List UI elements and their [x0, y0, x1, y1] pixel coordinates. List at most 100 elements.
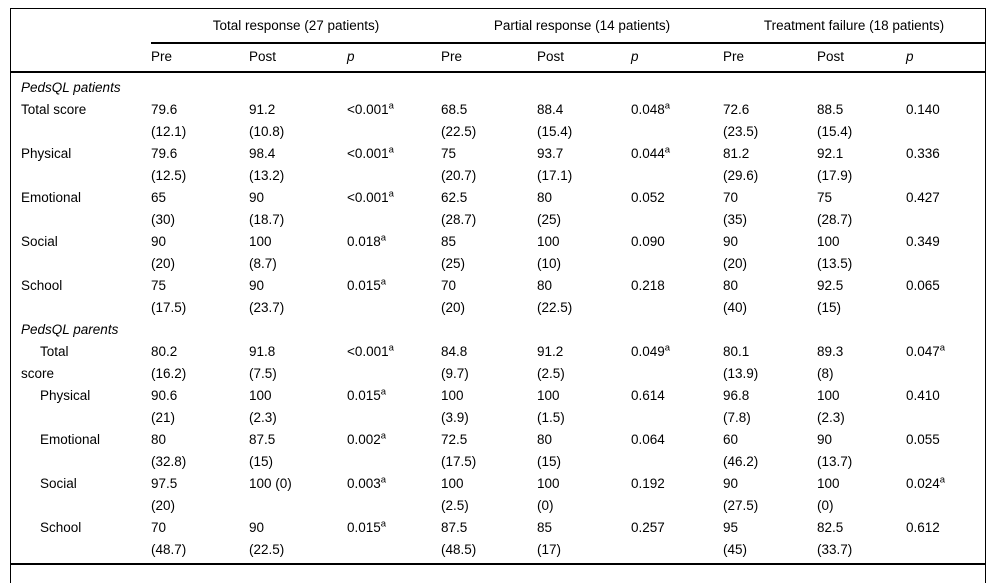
table-cell: 100 (1.5)	[537, 385, 631, 429]
cell-sd: (27.5)	[723, 498, 759, 513]
table-cell: 0.003a	[347, 473, 441, 517]
cell-value: 0.024	[906, 476, 940, 491]
cell-value-line: <0.001a	[347, 187, 441, 209]
cell-value: 90	[817, 432, 833, 447]
cell-value: 87.5	[249, 432, 276, 447]
table-cell: 70 (35)	[723, 187, 817, 231]
table-cell: 82.5 (33.7)	[817, 517, 906, 561]
row-label: School	[21, 278, 63, 293]
table-cell: 0.052	[631, 187, 723, 231]
row-label: Social	[40, 476, 77, 491]
table-cell: 91.8 (7.5)	[249, 341, 347, 385]
table-cell: 98.4 (13.2)	[249, 143, 347, 187]
cell-sd: (22.5)	[249, 542, 285, 557]
table-cell: 90 (13.7)	[817, 429, 906, 473]
table-cell: 0.024a	[906, 473, 985, 517]
cell-value-line: 70	[723, 187, 817, 209]
cell-value: 0.015	[347, 388, 381, 403]
table-cell: 100 (10)	[537, 231, 631, 275]
cell-value: 0.018	[347, 234, 381, 249]
group-header-row: Total response (27 patients) Partial resp…	[11, 9, 985, 44]
cell-value: 98.4	[249, 146, 276, 161]
table-cell: 85 (25)	[441, 231, 537, 275]
cell-sd: (30)	[151, 212, 176, 227]
cell-sd: (15)	[817, 300, 842, 315]
cell-value: 92.1	[817, 146, 844, 161]
cell-sd: (35)	[723, 212, 748, 227]
cell-value: 79.6	[151, 102, 178, 117]
cell-value: 0.614	[631, 388, 665, 403]
cell-value-line: 90	[151, 231, 249, 253]
cell-value-line: <0.001a	[347, 143, 441, 165]
cell-sd: (20.7)	[441, 168, 477, 183]
table-row: Emotional 80 (32.8) 87.5 (15) 0.002a 72.5 (17.5…	[11, 429, 985, 473]
cell-value-line: 0.410	[906, 385, 985, 407]
cell-value-line: 79.6	[151, 99, 249, 121]
col-header-post: Post	[249, 49, 277, 64]
cell-value-line: 85	[441, 231, 537, 253]
cell-value: 0.612	[906, 520, 940, 535]
cell-value: 72.6	[723, 102, 750, 117]
table-row: Total score 79.6 (12.1) 91.2 (10.8) <0.001a 68…	[11, 99, 985, 143]
cell-value: 75	[151, 278, 167, 293]
cell-value: <0.001	[347, 146, 389, 161]
cell-sd: (2.5)	[537, 366, 565, 381]
row-label: Emotional	[21, 190, 82, 205]
cell-value-line: 0.048a	[631, 99, 723, 121]
pedsql-results-table: Total response (27 patients) Partial resp…	[10, 8, 986, 583]
section-title: PedsQL parents	[21, 322, 119, 337]
cell-value-line: 0.003a	[347, 473, 441, 495]
table-cell: 0.336	[906, 143, 985, 187]
cell-value: 90	[151, 234, 167, 249]
cell-value: 0.002	[347, 432, 381, 447]
cell-value: 92.5	[817, 278, 844, 293]
table-cell: 0.055	[906, 429, 985, 473]
cell-value: 90	[249, 520, 265, 535]
table-row: Total score 80.2 (16.2) 91.8 (7.5) <0.001a 84.…	[11, 341, 985, 385]
cell-value: 100	[817, 388, 840, 403]
cell-value: 93.7	[537, 146, 564, 161]
column-header-spacer	[11, 44, 151, 71]
cell-value: <0.001	[347, 102, 389, 117]
cell-value-line: 68.5	[441, 99, 537, 121]
cell-value-line: 90	[249, 275, 347, 297]
cell-value: 80	[151, 432, 167, 447]
cell-value: 0.003	[347, 476, 381, 491]
significance-marker: a	[388, 100, 394, 112]
table-cell: 80.2 (16.2)	[151, 341, 249, 385]
row-label: Total score	[21, 344, 69, 381]
significance-marker: a	[380, 518, 387, 530]
cell-value-line: 92.5	[817, 275, 906, 297]
cell-value: 0.192	[631, 476, 665, 491]
cell-value-line: 0.614	[631, 385, 723, 407]
table-cell: 80 (40)	[723, 275, 817, 319]
cell-value: 96.8	[723, 388, 750, 403]
significance-marker: a	[380, 474, 387, 486]
cell-value-line: 90	[817, 429, 906, 451]
cell-sd: (29.6)	[723, 168, 759, 183]
table-cell: 90 (23.7)	[249, 275, 347, 319]
cell-value: 100	[817, 234, 840, 249]
table-cell: 100 (0)	[249, 473, 347, 517]
table-cell: 0.427	[906, 187, 985, 231]
col-header-p: p	[631, 49, 639, 64]
table-cell: 90 (20)	[723, 231, 817, 275]
cell-value: 80	[537, 432, 553, 447]
cell-sd: (2.5)	[441, 498, 469, 513]
cell-sd: (33.7)	[817, 542, 853, 557]
significance-marker: a	[380, 386, 387, 398]
cell-sd: (16.2)	[151, 366, 187, 381]
table-cell: 0.015a	[347, 517, 441, 561]
cell-value-line: 100	[817, 473, 906, 495]
table-cell: 87.5 (15)	[249, 429, 347, 473]
cell-value-line: 91.2	[537, 341, 631, 363]
cell-value: 80.1	[723, 344, 750, 359]
table-cell: <0.001a	[347, 341, 441, 385]
cell-value: 0.049	[631, 344, 665, 359]
table-cell: 0.410	[906, 385, 985, 429]
cell-sd: (20)	[723, 256, 748, 271]
cell-value: 88.4	[537, 102, 564, 117]
cell-value-line: 0.052	[631, 187, 723, 209]
cell-sd: (48.7)	[151, 542, 187, 557]
cell-value: 100	[537, 234, 560, 249]
